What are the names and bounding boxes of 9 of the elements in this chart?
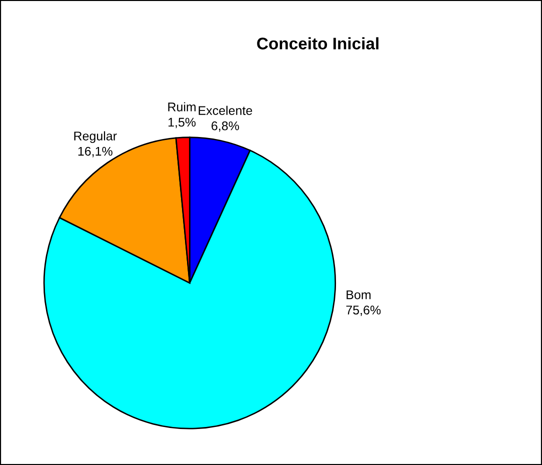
slice-label: Ruim [168, 102, 196, 112]
data-label: 16,1% [78, 146, 112, 158]
chart-title: Conceito Inicial [257, 37, 378, 50]
slice-label: Excelente [198, 106, 252, 115]
data-label: 75,6% [346, 306, 381, 316]
slice-label: Regular [74, 131, 117, 143]
slice-label: Bom [346, 290, 371, 300]
data-label: 1,5% [168, 118, 196, 128]
data-label: 6,8% [212, 121, 240, 132]
